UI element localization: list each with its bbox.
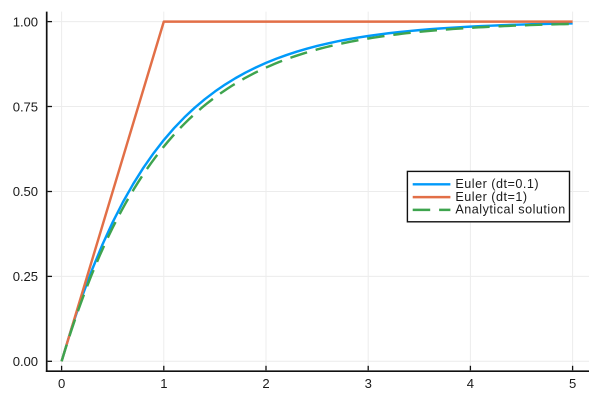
- svg-text:Analytical solution: Analytical solution: [455, 203, 565, 217]
- svg-text:0: 0: [58, 376, 65, 391]
- svg-text:0.75: 0.75: [13, 99, 38, 114]
- svg-text:Euler (dt=1): Euler (dt=1): [455, 190, 527, 204]
- svg-text:1.00: 1.00: [13, 14, 38, 29]
- svg-text:1: 1: [160, 376, 167, 391]
- svg-text:2: 2: [262, 376, 269, 391]
- svg-text:4: 4: [467, 376, 474, 391]
- svg-text:Euler (dt=0.1): Euler (dt=0.1): [455, 177, 539, 191]
- svg-text:0.00: 0.00: [13, 354, 38, 369]
- svg-text:0.50: 0.50: [13, 184, 38, 199]
- svg-text:5: 5: [569, 376, 576, 391]
- svg-text:0.25: 0.25: [13, 269, 38, 284]
- svg-text:3: 3: [365, 376, 372, 391]
